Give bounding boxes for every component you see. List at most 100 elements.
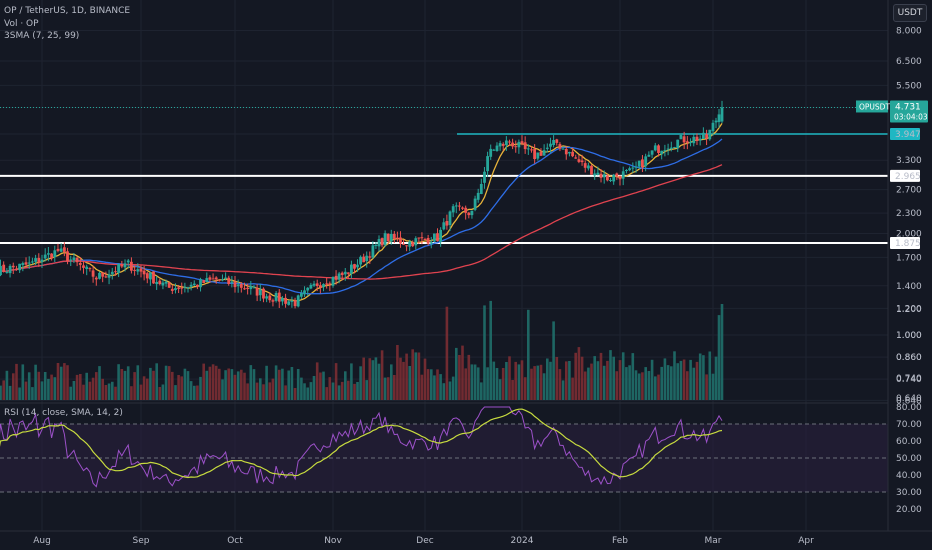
volume-bar bbox=[230, 369, 234, 400]
volume-bar bbox=[606, 360, 609, 400]
candle-body bbox=[374, 245, 378, 246]
volume-bar bbox=[558, 369, 562, 400]
candle-body bbox=[104, 276, 108, 278]
candle-body bbox=[461, 207, 464, 209]
volume-bar bbox=[408, 366, 411, 400]
volume-indicator-label[interactable]: Vol · OP bbox=[4, 19, 39, 29]
volume-bar bbox=[489, 300, 492, 400]
volume-bar bbox=[520, 360, 524, 400]
candle-body bbox=[628, 168, 631, 171]
volume-bar bbox=[673, 351, 676, 400]
candle-body bbox=[114, 271, 117, 273]
volume-bar bbox=[155, 363, 158, 400]
candle-body bbox=[287, 301, 291, 305]
symbol-title[interactable]: OP / TetherUS, 1D, BINANCE bbox=[4, 6, 131, 16]
candle-body bbox=[31, 261, 34, 263]
candle-body bbox=[337, 273, 341, 280]
volume-bar bbox=[555, 357, 559, 400]
horizontal-levels[interactable] bbox=[0, 133, 888, 244]
candle-body bbox=[63, 247, 66, 252]
candle-body bbox=[303, 290, 306, 295]
volume-bar bbox=[174, 385, 177, 400]
candle-body bbox=[243, 288, 246, 290]
candle-body bbox=[368, 256, 372, 258]
volume-bar bbox=[167, 366, 171, 400]
volume-bar bbox=[325, 387, 328, 400]
candle-body bbox=[523, 142, 527, 150]
volume-bar bbox=[344, 371, 347, 400]
volume-tick-label: 1.200 bbox=[896, 305, 922, 315]
volume-bar bbox=[411, 349, 414, 400]
volume-bar bbox=[371, 360, 375, 400]
price-tick-label: 1.200 bbox=[896, 304, 922, 314]
volume-bar bbox=[40, 381, 44, 400]
candle-body bbox=[359, 256, 362, 265]
price-tick-label: 0.740 bbox=[896, 375, 922, 385]
volume-bar bbox=[546, 358, 549, 400]
volume-bar bbox=[442, 383, 446, 400]
volume-bar bbox=[31, 387, 34, 400]
volume-bar bbox=[433, 375, 436, 400]
candle-body bbox=[353, 264, 356, 269]
volume-bar bbox=[149, 367, 152, 400]
last-price-text: 4.731 bbox=[895, 102, 921, 112]
volume-bar bbox=[0, 385, 2, 400]
volume-bar bbox=[104, 385, 108, 400]
candle-body bbox=[396, 237, 399, 239]
volume-bar bbox=[720, 304, 724, 400]
candle-body bbox=[8, 265, 12, 274]
price-axis[interactable]: 8.000 6.500 5.500 3.300 2.700 2.300 2.000 1.700… bbox=[887, 0, 932, 550]
candle-body bbox=[107, 274, 111, 278]
time-axis[interactable]: Aug Sep Oct Nov Dec 2024 Feb Mar Apr bbox=[0, 530, 932, 546]
rsi-indicator-label[interactable]: RSI (14, close, SMA, 14, 2) bbox=[4, 408, 123, 418]
candle-body bbox=[312, 283, 316, 286]
time-tick-label: Apr bbox=[798, 536, 814, 546]
candle-body bbox=[371, 245, 375, 258]
candle-body bbox=[539, 151, 543, 156]
volume-bar bbox=[319, 372, 322, 400]
candle-body bbox=[2, 264, 6, 272]
candle-body bbox=[448, 211, 452, 225]
candle-body bbox=[505, 140, 508, 146]
volume-bar bbox=[470, 364, 474, 400]
candle-body bbox=[483, 171, 486, 183]
volume-bar bbox=[420, 374, 424, 400]
candle-body bbox=[673, 147, 676, 149]
volume-bar bbox=[359, 366, 362, 400]
candle-body bbox=[402, 243, 405, 245]
volume-bar bbox=[186, 371, 190, 400]
volume-bar bbox=[259, 378, 262, 400]
candle-body bbox=[290, 300, 294, 302]
candle-body bbox=[414, 238, 418, 246]
volume-bar bbox=[82, 384, 85, 400]
volume-bar bbox=[37, 371, 41, 400]
volume-bar bbox=[451, 376, 455, 400]
price-tick-label: 0.640 bbox=[896, 396, 922, 406]
candle-body bbox=[467, 212, 471, 216]
candle-body bbox=[545, 147, 549, 149]
candle-body bbox=[66, 251, 69, 262]
candle-body bbox=[564, 149, 568, 155]
time-tick-label: Nov bbox=[324, 536, 342, 546]
volume-bar bbox=[686, 371, 689, 400]
price-tick-label: 2.700 bbox=[896, 186, 922, 196]
sma-indicator-label[interactable]: 3SMA (7, 25, 99) bbox=[4, 31, 80, 41]
candle-body bbox=[685, 141, 689, 143]
candle-body bbox=[98, 272, 101, 279]
volume-bar bbox=[368, 358, 372, 400]
candle-body bbox=[392, 233, 396, 239]
volume-bar bbox=[445, 306, 449, 400]
volume-bar bbox=[536, 365, 540, 400]
volume-bar bbox=[347, 380, 350, 400]
candle-body bbox=[486, 156, 489, 172]
volume-bar bbox=[2, 380, 5, 400]
volume-bar bbox=[514, 361, 517, 400]
candle-body bbox=[315, 283, 319, 286]
currency-button[interactable]: USDT bbox=[893, 4, 927, 22]
candle-body bbox=[714, 120, 718, 123]
volume-bar bbox=[59, 366, 63, 400]
candle-body bbox=[88, 268, 92, 270]
volume-bar bbox=[202, 363, 205, 400]
volume-bar bbox=[660, 366, 663, 400]
